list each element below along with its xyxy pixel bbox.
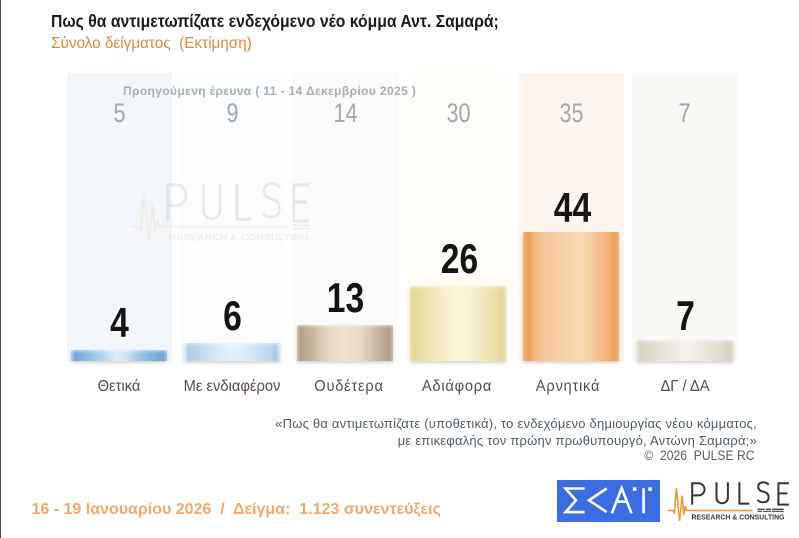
svg-text:RESEARCH & CONSULTING: RESEARCH & CONSULTING — [169, 233, 309, 244]
